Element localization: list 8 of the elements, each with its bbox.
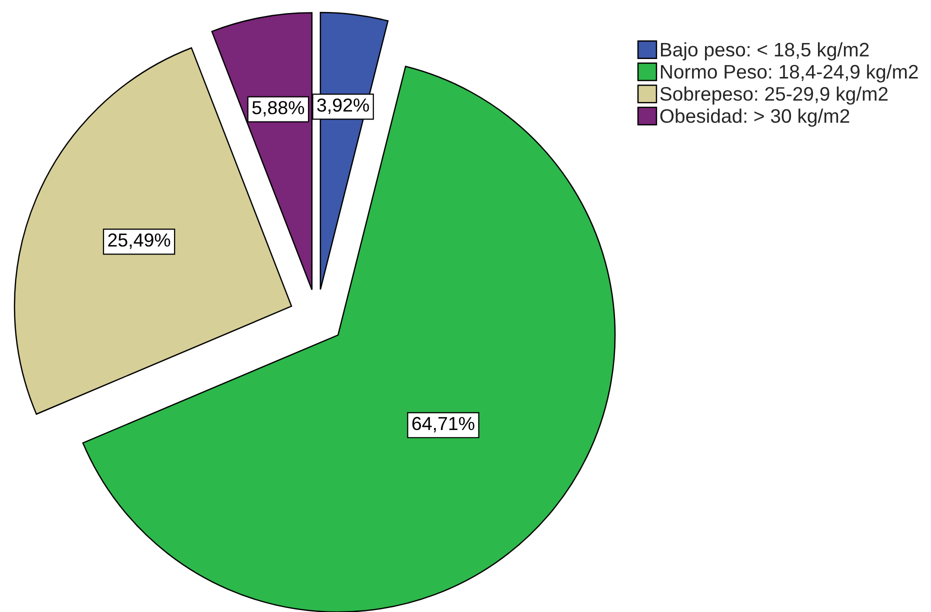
legend-label: Normo Peso: 18,4-24,9 kg/m2 (660, 64, 918, 83)
legend-label: Obesidad: > 30 kg/m2 (660, 108, 850, 127)
legend-label: Sobrepeso: 25-29,9 kg/m2 (660, 86, 888, 105)
data-label: 25,49% (108, 233, 170, 249)
data-label: 3,92% (317, 98, 369, 114)
legend-label: Bajo peso: < 18,5 kg/m2 (660, 42, 869, 60)
data-label: 5,88% (252, 101, 304, 117)
data-label: 64,71% (412, 416, 474, 432)
